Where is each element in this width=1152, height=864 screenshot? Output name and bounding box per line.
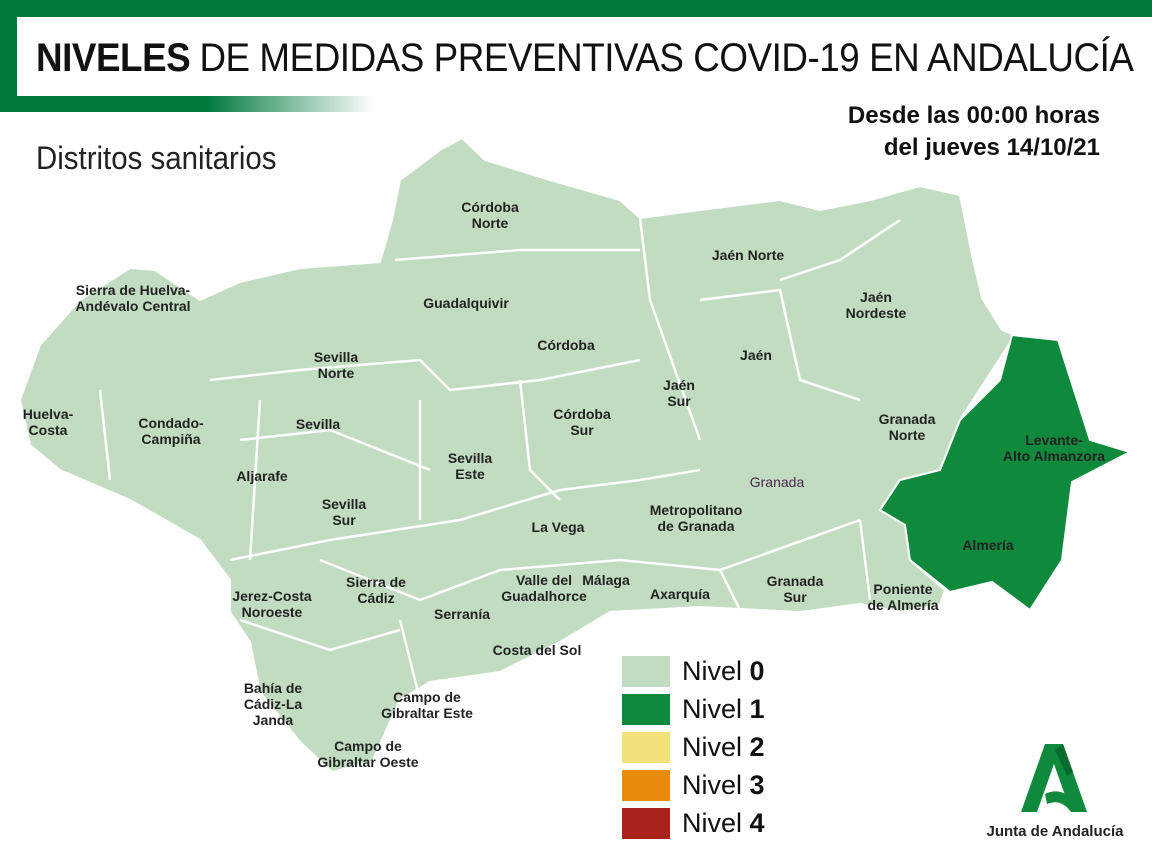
city-label-granada: Granada — [749, 474, 805, 490]
district-label-levante-alto-almanzora: Levante- Alto Almanzora — [1002, 432, 1106, 464]
district-label-metropolitano-granada: Metropolitano de Granada — [649, 502, 743, 534]
legend-item-nivel-0: Nivel 0 — [622, 652, 765, 690]
legend-swatch — [622, 807, 670, 839]
legend-item-nivel-1: Nivel 1 — [622, 690, 765, 728]
date-line-2: del jueves 14/10/21 — [883, 134, 1100, 161]
district-label-serrania: Serranía — [433, 606, 491, 622]
district-label-bahia-cadiz-la-janda: Bahía de Cádiz-La Janda — [243, 680, 303, 728]
legend-swatch — [622, 693, 670, 725]
page-title: NIVELES DE MEDIDAS PREVENTIVAS COVID-19 E… — [36, 36, 1134, 81]
map-subtitle: Distritos sanitarios — [36, 140, 277, 176]
district-label-almeria: Almería — [962, 537, 1014, 553]
district-label-granada-norte: Granada Norte — [878, 411, 936, 443]
district-label-campo-gibraltar-este: Campo de Gibraltar Este — [381, 689, 473, 721]
legend-swatch — [622, 769, 670, 801]
effective-date: Desde las 00:00 horas del jueves 14/10/21 — [848, 100, 1100, 164]
legend-swatch — [622, 731, 670, 763]
header-top-bar — [0, 0, 1152, 17]
district-borders — [98, 217, 901, 701]
district-label-axarquia: Axarquía — [650, 586, 710, 602]
date-line-1: Desde las 00:00 horas — [847, 102, 1100, 129]
district-label-campo-gibraltar-oeste: Campo de Gibraltar Oeste — [317, 738, 419, 770]
district-label-condado-campina: Condado- Campiña — [138, 415, 204, 447]
district-label-valle-guadalhorce: Valle del Guadalhorce — [501, 572, 587, 604]
legend: Nivel 0 Nivel 1 Nivel 2 Nivel 3 Nivel 4 — [622, 652, 765, 842]
district-label-cordoba-sur: Córdoba Sur — [553, 406, 611, 438]
district-label-granada-sur: Granada Sur — [766, 573, 824, 605]
district-label-jaen-sur: Jaén Sur — [663, 377, 695, 409]
district-label-malaga: Málaga — [582, 572, 630, 588]
legend-item-nivel-4: Nivel 4 — [622, 804, 765, 842]
header-left-bar — [0, 0, 17, 112]
header-gradient-bar — [0, 96, 375, 112]
legend-item-nivel-3: Nivel 3 — [622, 766, 765, 804]
district-label-sevilla: Sevilla — [295, 416, 341, 432]
region-nivel-1 — [878, 333, 1133, 612]
region-nivel-0 — [18, 136, 1017, 774]
legend-swatch — [622, 655, 670, 687]
district-label-jerez-costa-noroeste: Jerez-Costa Noroeste — [232, 588, 312, 620]
district-label-la-vega: La Vega — [531, 519, 585, 535]
district-label-huelva-costa: Huelva- Costa — [22, 406, 74, 438]
district-label-sierra-cadiz: Sierra de Cádiz — [346, 574, 406, 606]
logo-text: Junta de Andalucía — [986, 823, 1124, 840]
district-label-poniente-almeria: Poniente de Almería — [867, 581, 939, 613]
district-label-sevilla-norte: Sevilla Norte — [313, 349, 359, 381]
district-label-guadalquivir: Guadalquivir — [423, 295, 509, 311]
district-label-cordoba: Córdoba — [537, 337, 595, 353]
junta-andalucia-a-logo-icon — [1021, 744, 1087, 812]
district-label-jaen: Jaén — [740, 347, 772, 363]
title-bold: NIVELES — [36, 36, 191, 80]
district-label-sierra-huelva: Sierra de Huelva- Andévalo Central — [75, 282, 191, 314]
legend-item-nivel-2: Nivel 2 — [622, 728, 765, 766]
junta-andalucia-logo: Junta de Andalucía — [975, 742, 1135, 840]
district-label-aljarafe: Aljarafe — [236, 468, 288, 484]
district-label-sevilla-sur: Sevilla Sur — [321, 496, 367, 528]
title-rest: DE MEDIDAS PREVENTIVAS COVID-19 EN ANDAL… — [199, 36, 1134, 80]
district-label-sevilla-este: Sevilla Este — [447, 450, 493, 482]
district-label-jaen-norte: Jaén Norte — [711, 247, 785, 263]
district-label-costa-del-sol: Costa del Sol — [492, 642, 582, 658]
district-label-cordoba-norte: Córdoba Norte — [461, 199, 519, 231]
district-label-jaen-nordeste: Jaén Nordeste — [845, 289, 907, 321]
